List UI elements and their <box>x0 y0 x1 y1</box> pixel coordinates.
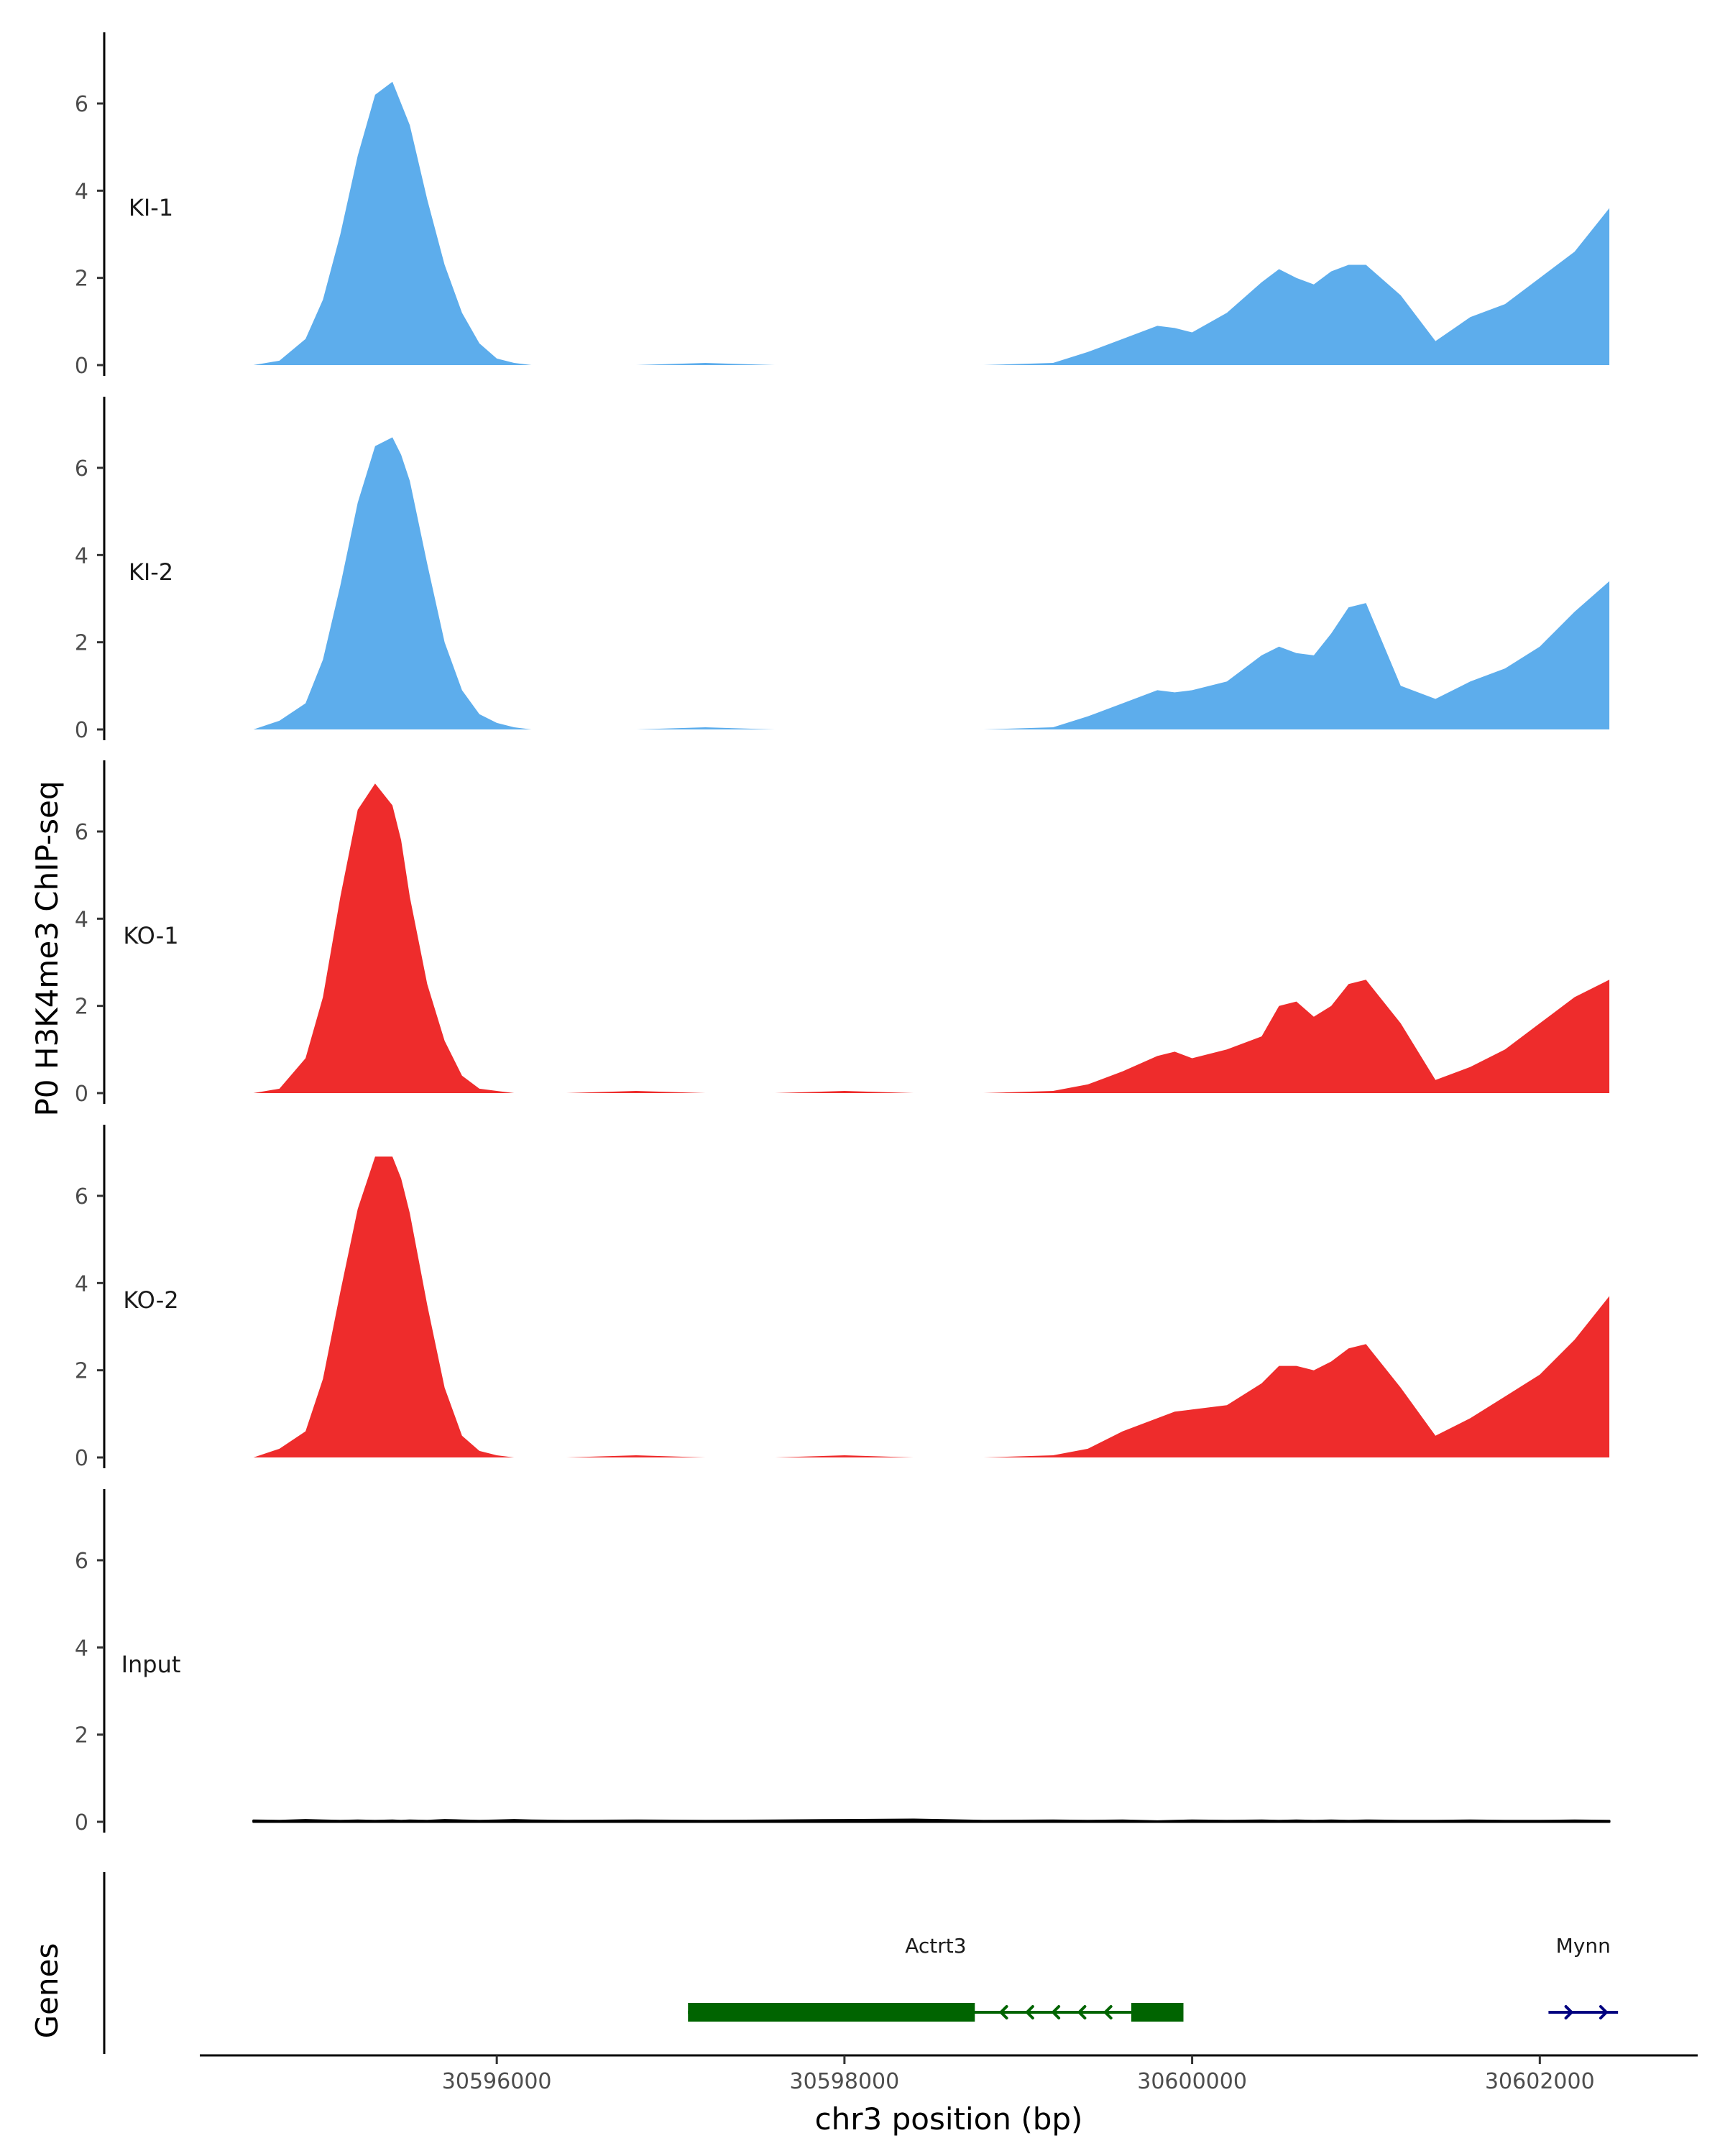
track-ko-2: 0 2 4 6 KO-2 <box>75 1125 1610 1471</box>
y-tick-label: 0 <box>75 1810 88 1835</box>
y-tick-label: 2 <box>75 995 88 1020</box>
track-label: KO-1 <box>123 922 178 949</box>
gene-annotation-track: Actrt3 Mynn <box>103 1872 1619 2054</box>
x-tick-label: 30596000 <box>442 2069 552 2094</box>
strand-arrow <box>1564 2005 1573 2019</box>
gene-exon-block <box>1131 2003 1184 2022</box>
y-axis-title: P0 H3K4me3 ChIP-seq <box>29 780 65 1116</box>
strand-arrow <box>1598 2005 1608 2019</box>
gene-label: Mynn <box>1556 1934 1611 1958</box>
coverage-tracks: 0 2 4 6 KI-1 0 2 4 6 KI-2 0 2 4 6 KO-1 0 2 4 6 KO-2 0 2 4 6 Inpu… <box>75 32 1611 1835</box>
track-label: KO-2 <box>123 1286 178 1314</box>
track-ki-1: 0 2 4 6 KI-1 <box>75 32 1610 379</box>
coverage-area-ko-2 <box>253 1156 1610 1457</box>
y-tick-label: 0 <box>75 718 88 743</box>
track-input: 0 2 4 6 Input <box>75 1489 1611 1835</box>
y-tick-label: 6 <box>75 1549 88 1574</box>
y-tick-label: 6 <box>75 456 88 482</box>
y-tick-label: 6 <box>75 1184 88 1210</box>
x-tick-label: 30598000 <box>790 2069 900 2094</box>
coverage-area-ki-2 <box>253 437 1610 729</box>
y-tick-label: 0 <box>75 354 88 379</box>
y-tick-label: 6 <box>75 92 88 117</box>
track-label: Input <box>121 1651 181 1678</box>
track-ko-1: 0 2 4 6 KO-1 <box>75 760 1610 1107</box>
y-tick-label: 2 <box>75 267 88 292</box>
gene-exon-block <box>688 2003 975 2022</box>
strand-arrow <box>999 2005 1008 2019</box>
y-tick-label: 2 <box>75 1723 88 1749</box>
strand-arrow <box>1077 2005 1087 2019</box>
strand-arrow <box>1025 2005 1034 2019</box>
y-tick-label: 4 <box>75 543 88 568</box>
y-tick-label: 2 <box>75 1359 88 1384</box>
coverage-area-input <box>252 1818 1611 1823</box>
track-label: KI-2 <box>129 558 173 586</box>
gene-mynn: Mynn <box>1548 1934 1619 2019</box>
y-tick-label: 4 <box>75 179 88 204</box>
y-tick-label: 4 <box>75 1636 88 1661</box>
strand-arrow <box>1052 2005 1061 2019</box>
x-tick-label: 30600000 <box>1137 2069 1247 2094</box>
coverage-area-ko-1 <box>253 783 1610 1093</box>
genes-track-title: Genes <box>29 1943 65 2039</box>
coverage-area-ki-1 <box>253 81 1610 365</box>
y-tick-label: 4 <box>75 907 88 932</box>
y-tick-label: 6 <box>75 820 88 845</box>
x-tick-label: 30602000 <box>1485 2069 1595 2094</box>
y-tick-label: 0 <box>75 1082 88 1107</box>
y-tick-label: 2 <box>75 631 88 656</box>
x-axis-title: chr3 position (bp) <box>815 2101 1083 2137</box>
gene-label: Actrt3 <box>905 1934 966 1958</box>
y-tick-label: 0 <box>75 1446 88 1471</box>
track-ki-2: 0 2 4 6 KI-2 <box>75 397 1610 743</box>
track-label: KI-1 <box>129 194 173 221</box>
strand-arrow <box>1103 2005 1113 2019</box>
y-tick-label: 4 <box>75 1271 88 1296</box>
x-axis: 30596000 30598000 30600000 30602000 <box>200 2054 1698 2094</box>
gene-actrt3: Actrt3 <box>688 1934 1184 2022</box>
